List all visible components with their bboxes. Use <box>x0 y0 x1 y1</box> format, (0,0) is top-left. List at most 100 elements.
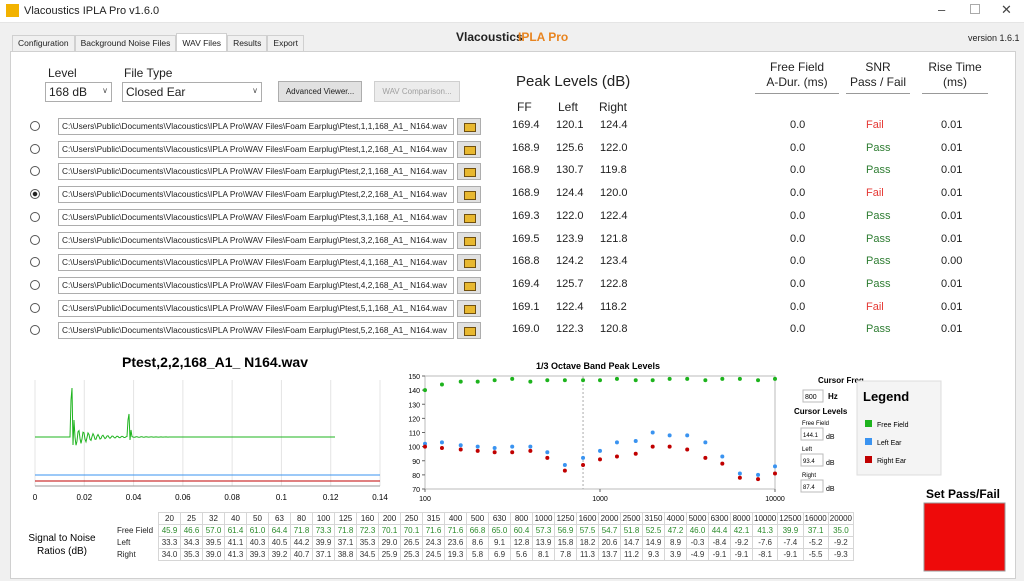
x-tick-label: 0.02 <box>76 493 92 502</box>
corner-cell <box>116 513 159 525</box>
radio-button[interactable] <box>30 234 40 245</box>
cell-adur: 0.0 <box>790 232 806 245</box>
data-point <box>492 378 497 383</box>
data-point <box>439 446 444 451</box>
snr-cell: 42.1 <box>730 524 753 537</box>
level-dropdown[interactable]: 168 dB ∨ <box>45 82 112 102</box>
data-point <box>650 430 655 435</box>
browse-button[interactable] <box>457 254 481 272</box>
snr-cell: 19.3 <box>444 548 467 561</box>
snr-cell: 39.3 <box>246 548 269 561</box>
browse-button[interactable] <box>457 299 481 317</box>
path-field[interactable]: C:\Users\Public\Documents\Vlacoustics\IP… <box>58 186 454 204</box>
browse-button[interactable] <box>457 322 481 340</box>
cell-ff: 168.9 <box>512 164 540 177</box>
snr-cell: 61.0 <box>246 524 269 537</box>
browse-button[interactable] <box>457 163 481 181</box>
browse-button[interactable] <box>457 140 481 158</box>
version: version 1.6.1 <box>968 33 1020 43</box>
cursor-freq-input[interactable] <box>802 389 824 403</box>
radio-button[interactable] <box>30 189 40 200</box>
data-point <box>667 433 672 438</box>
column-header: 63 <box>268 512 291 525</box>
cell-snr: Pass <box>866 255 891 268</box>
browse-button[interactable] <box>457 118 481 135</box>
data-point <box>703 378 708 383</box>
column-header: 50 <box>246 512 269 525</box>
cell-ff: 169.0 <box>512 323 540 336</box>
snr-cell: 26.5 <box>400 536 423 549</box>
snr-cell: 40.7 <box>290 548 313 561</box>
cursor-field-unit: dB <box>826 460 835 467</box>
cell-rise: 0.01 <box>941 119 963 131</box>
snr-cell: -7.6 <box>751 536 779 549</box>
radio-button[interactable] <box>30 279 40 290</box>
cell-adur: 0.0 <box>790 300 806 313</box>
radio-button[interactable] <box>30 121 40 131</box>
radio-button[interactable] <box>30 302 40 313</box>
x-tick-label: 0.12 <box>323 493 339 502</box>
header-line: A-Dur. (ms) <box>766 75 828 89</box>
path-field[interactable]: C:\Users\Public\Documents\Vlacoustics\IP… <box>58 208 454 226</box>
browse-button[interactable] <box>457 186 481 204</box>
y-tick-label: 100 <box>408 445 420 452</box>
snr-cell: -9.1 <box>730 548 753 561</box>
radio-button[interactable] <box>30 166 40 177</box>
radio-button[interactable] <box>30 325 40 336</box>
radio-button[interactable] <box>30 143 40 154</box>
file-type-dropdown[interactable]: Closed Ear ∨ <box>122 82 262 102</box>
path-field[interactable]: C:\Users\Public\Documents\Vlacoustics\IP… <box>58 163 454 181</box>
path-field[interactable]: C:\Users\Public\Documents\Vlacoustics\IP… <box>58 140 454 158</box>
cursor-levels-label: Cursor Levels <box>794 407 848 416</box>
tab[interactable]: Export <box>267 35 304 51</box>
column-header: 8000 <box>730 512 753 525</box>
path-field[interactable]: C:\Users\Public\Documents\Vlacoustics\IP… <box>58 276 454 294</box>
cell-left: 120.1 <box>556 119 584 131</box>
cell-snr: Pass <box>866 323 891 336</box>
path-field[interactable]: C:\Users\Public\Documents\Vlacoustics\IP… <box>58 118 454 135</box>
snr-cell: 6.9 <box>488 548 511 561</box>
advanced-viewer-button[interactable]: Advanced Viewer... <box>278 81 362 102</box>
tab[interactable]: Results <box>227 35 268 51</box>
cell-snr: Pass <box>866 141 891 154</box>
data-point <box>614 440 619 445</box>
snr-cell: 35.3 <box>356 536 379 549</box>
path-field[interactable]: C:\Users\Public\Documents\Vlacoustics\IP… <box>58 231 454 249</box>
snr-cell: 54.7 <box>598 524 621 537</box>
browse-button[interactable] <box>457 231 481 249</box>
data-point <box>598 448 602 453</box>
snr-cell: 35.3 <box>180 548 203 561</box>
close-button[interactable]: ✕ <box>1001 2 1012 17</box>
browse-button[interactable] <box>457 208 481 226</box>
cell-ff: 168.9 <box>512 187 540 200</box>
y-tick-label: 140 <box>408 388 420 395</box>
radio-button[interactable] <box>30 211 40 222</box>
level-value: 168 dB <box>49 85 88 99</box>
snr-cell: 64.4 <box>268 524 291 537</box>
tab[interactable]: WAV Files <box>176 33 228 52</box>
radio-button[interactable] <box>30 257 40 268</box>
snr-cell: 29.0 <box>378 536 401 549</box>
tab[interactable]: Configuration <box>12 35 75 51</box>
cell-right: 120.8 <box>600 323 628 336</box>
legend-swatch <box>865 420 872 427</box>
browse-button[interactable] <box>457 276 481 294</box>
path-field[interactable]: C:\Users\Public\Documents\Vlacoustics\IP… <box>58 254 454 272</box>
column-header: 800 <box>510 512 533 525</box>
snr-cell: 52.5 <box>642 524 665 537</box>
maximize-button[interactable] <box>970 4 980 14</box>
header-line: (ms) <box>943 75 967 89</box>
minimize-button[interactable]: – <box>938 2 946 17</box>
cell-snr: Fail <box>866 119 884 131</box>
cell-snr: Pass <box>866 277 891 290</box>
snr-cell: 34.0 <box>158 548 181 561</box>
pass-fail-indicator[interactable] <box>923 502 1006 572</box>
cell-left: 123.9 <box>556 232 584 245</box>
snr-cell: 39.9 <box>312 536 335 549</box>
path-field[interactable]: C:\Users\Public\Documents\Vlacoustics\IP… <box>58 322 454 340</box>
snr-cell: 18.2 <box>576 536 599 549</box>
cell-right: 121.8 <box>600 232 628 245</box>
path-field[interactable]: C:\Users\Public\Documents\Vlacoustics\IP… <box>58 299 454 317</box>
cell-right: 123.4 <box>600 255 628 268</box>
tab[interactable]: Background Noise Files <box>74 35 177 51</box>
